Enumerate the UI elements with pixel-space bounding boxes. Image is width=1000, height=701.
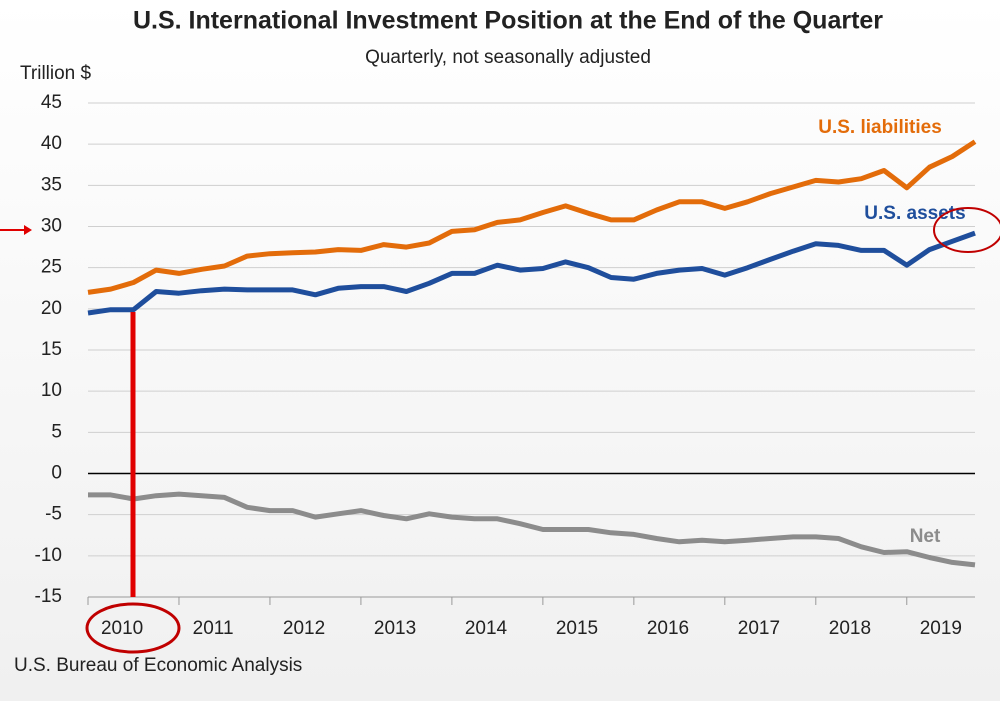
plot: -15 -10 -5 0 5 10 15 20 25 30 35 40 45 2010 2011 2012 20… (35, 92, 977, 639)
series-label: U.S. liabilities (818, 117, 942, 138)
x-tick-label: 2019 (920, 618, 962, 639)
x-tick-label: 2018 (829, 618, 871, 639)
y-tick-label: 10 (41, 380, 62, 401)
x-tick-label: 2017 (738, 618, 780, 639)
y-tick-label: -10 (35, 545, 62, 566)
y-tick-label: 35 (41, 174, 62, 195)
x-tick-label: 2010 (101, 618, 143, 639)
series-label: Net (910, 526, 941, 547)
chart-title: U.S. International Investment Position a… (133, 7, 883, 35)
y-tick-label: -5 (45, 504, 62, 525)
series-line (87, 139, 977, 295)
y-tick-label: 45 (41, 92, 62, 113)
x-tick-label: 2011 (193, 618, 234, 639)
y-tick-label: 30 (41, 216, 62, 237)
source: U.S. Bureau of Economic Analysis (14, 655, 302, 676)
series-line (88, 491, 976, 568)
annotation-circle (85, 602, 181, 654)
annotation-arrowhead (24, 225, 32, 235)
x-tick-label: 2013 (374, 618, 416, 639)
y-tick-label: 5 (51, 421, 62, 442)
annotation-circle (933, 207, 1000, 253)
series-label: U.S. assets (864, 203, 965, 224)
x-tick-label: 2014 (465, 618, 508, 639)
y-tick-label: -15 (35, 586, 62, 607)
y-tick-label: 0 (51, 463, 62, 484)
y-tick-label: 15 (41, 339, 62, 360)
y-tick-label: 20 (41, 298, 62, 319)
annotations (0, 207, 1000, 654)
y-tick-label: 25 (41, 257, 62, 278)
y-axis-label: Trillion $ (20, 63, 92, 84)
x-tick-label: 2016 (647, 618, 689, 639)
x-tick-label: 2012 (283, 618, 325, 639)
x-tick-label: 2015 (556, 618, 598, 639)
y-tick-label: 40 (41, 133, 62, 154)
chart-subtitle: Quarterly, not seasonally adjusted (365, 47, 651, 68)
series-line (87, 230, 976, 316)
